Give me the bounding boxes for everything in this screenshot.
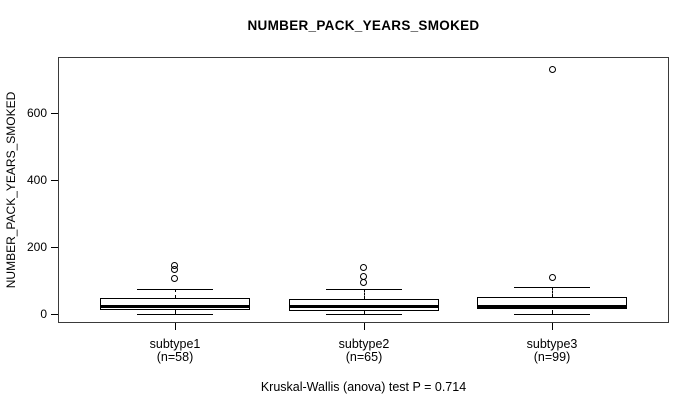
outlier-point (171, 262, 178, 269)
x-category-label: subtype2 (338, 337, 390, 351)
median-line (289, 305, 439, 308)
upper-whisker-cap (326, 289, 402, 290)
outlier-point (549, 66, 556, 73)
chart-title: NUMBER_PACK_YEARS_SMOKED (247, 18, 480, 33)
upper-whisker-cap (137, 289, 213, 290)
x-category-label: subtype1 (149, 337, 201, 351)
upper-whisker-line (175, 289, 176, 298)
x-axis-tick (552, 323, 553, 330)
lower-whisker-cap (326, 314, 402, 315)
y-axis-tick-label: 400 (26, 173, 47, 187)
upper-whisker-cap (514, 287, 590, 288)
upper-whisker-line (552, 287, 553, 297)
outlier-point (360, 273, 367, 280)
y-axis-tick-label: 0 (40, 307, 47, 321)
x-axis-tick (175, 323, 176, 330)
x-category-sublabel: (n=65) (345, 350, 383, 364)
y-axis-tick (51, 247, 58, 248)
lower-whisker-cap (137, 314, 213, 315)
median-line (100, 305, 250, 308)
outlier-point (360, 279, 367, 286)
iqr-box (100, 298, 250, 310)
y-axis-tick-label: 600 (26, 106, 47, 120)
lower-whisker-line (552, 310, 553, 314)
stats-caption: Kruskal-Wallis (anova) test P = 0.714 (260, 380, 467, 394)
x-category-sublabel: (n=58) (156, 350, 194, 364)
x-category-label: subtype3 (526, 337, 578, 351)
y-axis-tick (51, 180, 58, 181)
y-axis-tick (51, 113, 58, 114)
median-line (477, 305, 627, 308)
outlier-point (171, 275, 178, 282)
lower-whisker-line (364, 311, 365, 314)
y-axis-tick (51, 314, 58, 315)
x-axis-tick (364, 323, 365, 330)
y-axis-tick-label: 200 (26, 240, 47, 254)
x-category-sublabel: (n=99) (533, 350, 571, 364)
outlier-point (549, 274, 556, 281)
y-axis-label: NUMBER_PACK_YEARS_SMOKED (4, 91, 18, 289)
lower-whisker-cap (514, 314, 590, 315)
lower-whisker-line (175, 310, 176, 314)
outlier-point (360, 264, 367, 271)
upper-whisker-line (364, 289, 365, 299)
